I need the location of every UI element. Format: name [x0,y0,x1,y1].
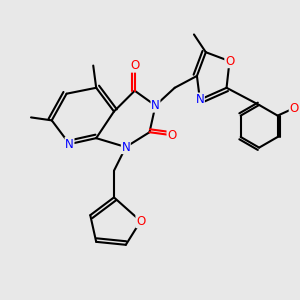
Text: N: N [122,140,130,154]
Text: O: O [225,55,234,68]
Text: N: N [151,99,160,112]
Text: N: N [65,138,74,151]
Text: O: O [136,214,145,228]
Text: O: O [130,59,139,72]
Text: N: N [196,93,204,106]
Text: O: O [289,102,298,115]
Text: O: O [167,129,176,142]
